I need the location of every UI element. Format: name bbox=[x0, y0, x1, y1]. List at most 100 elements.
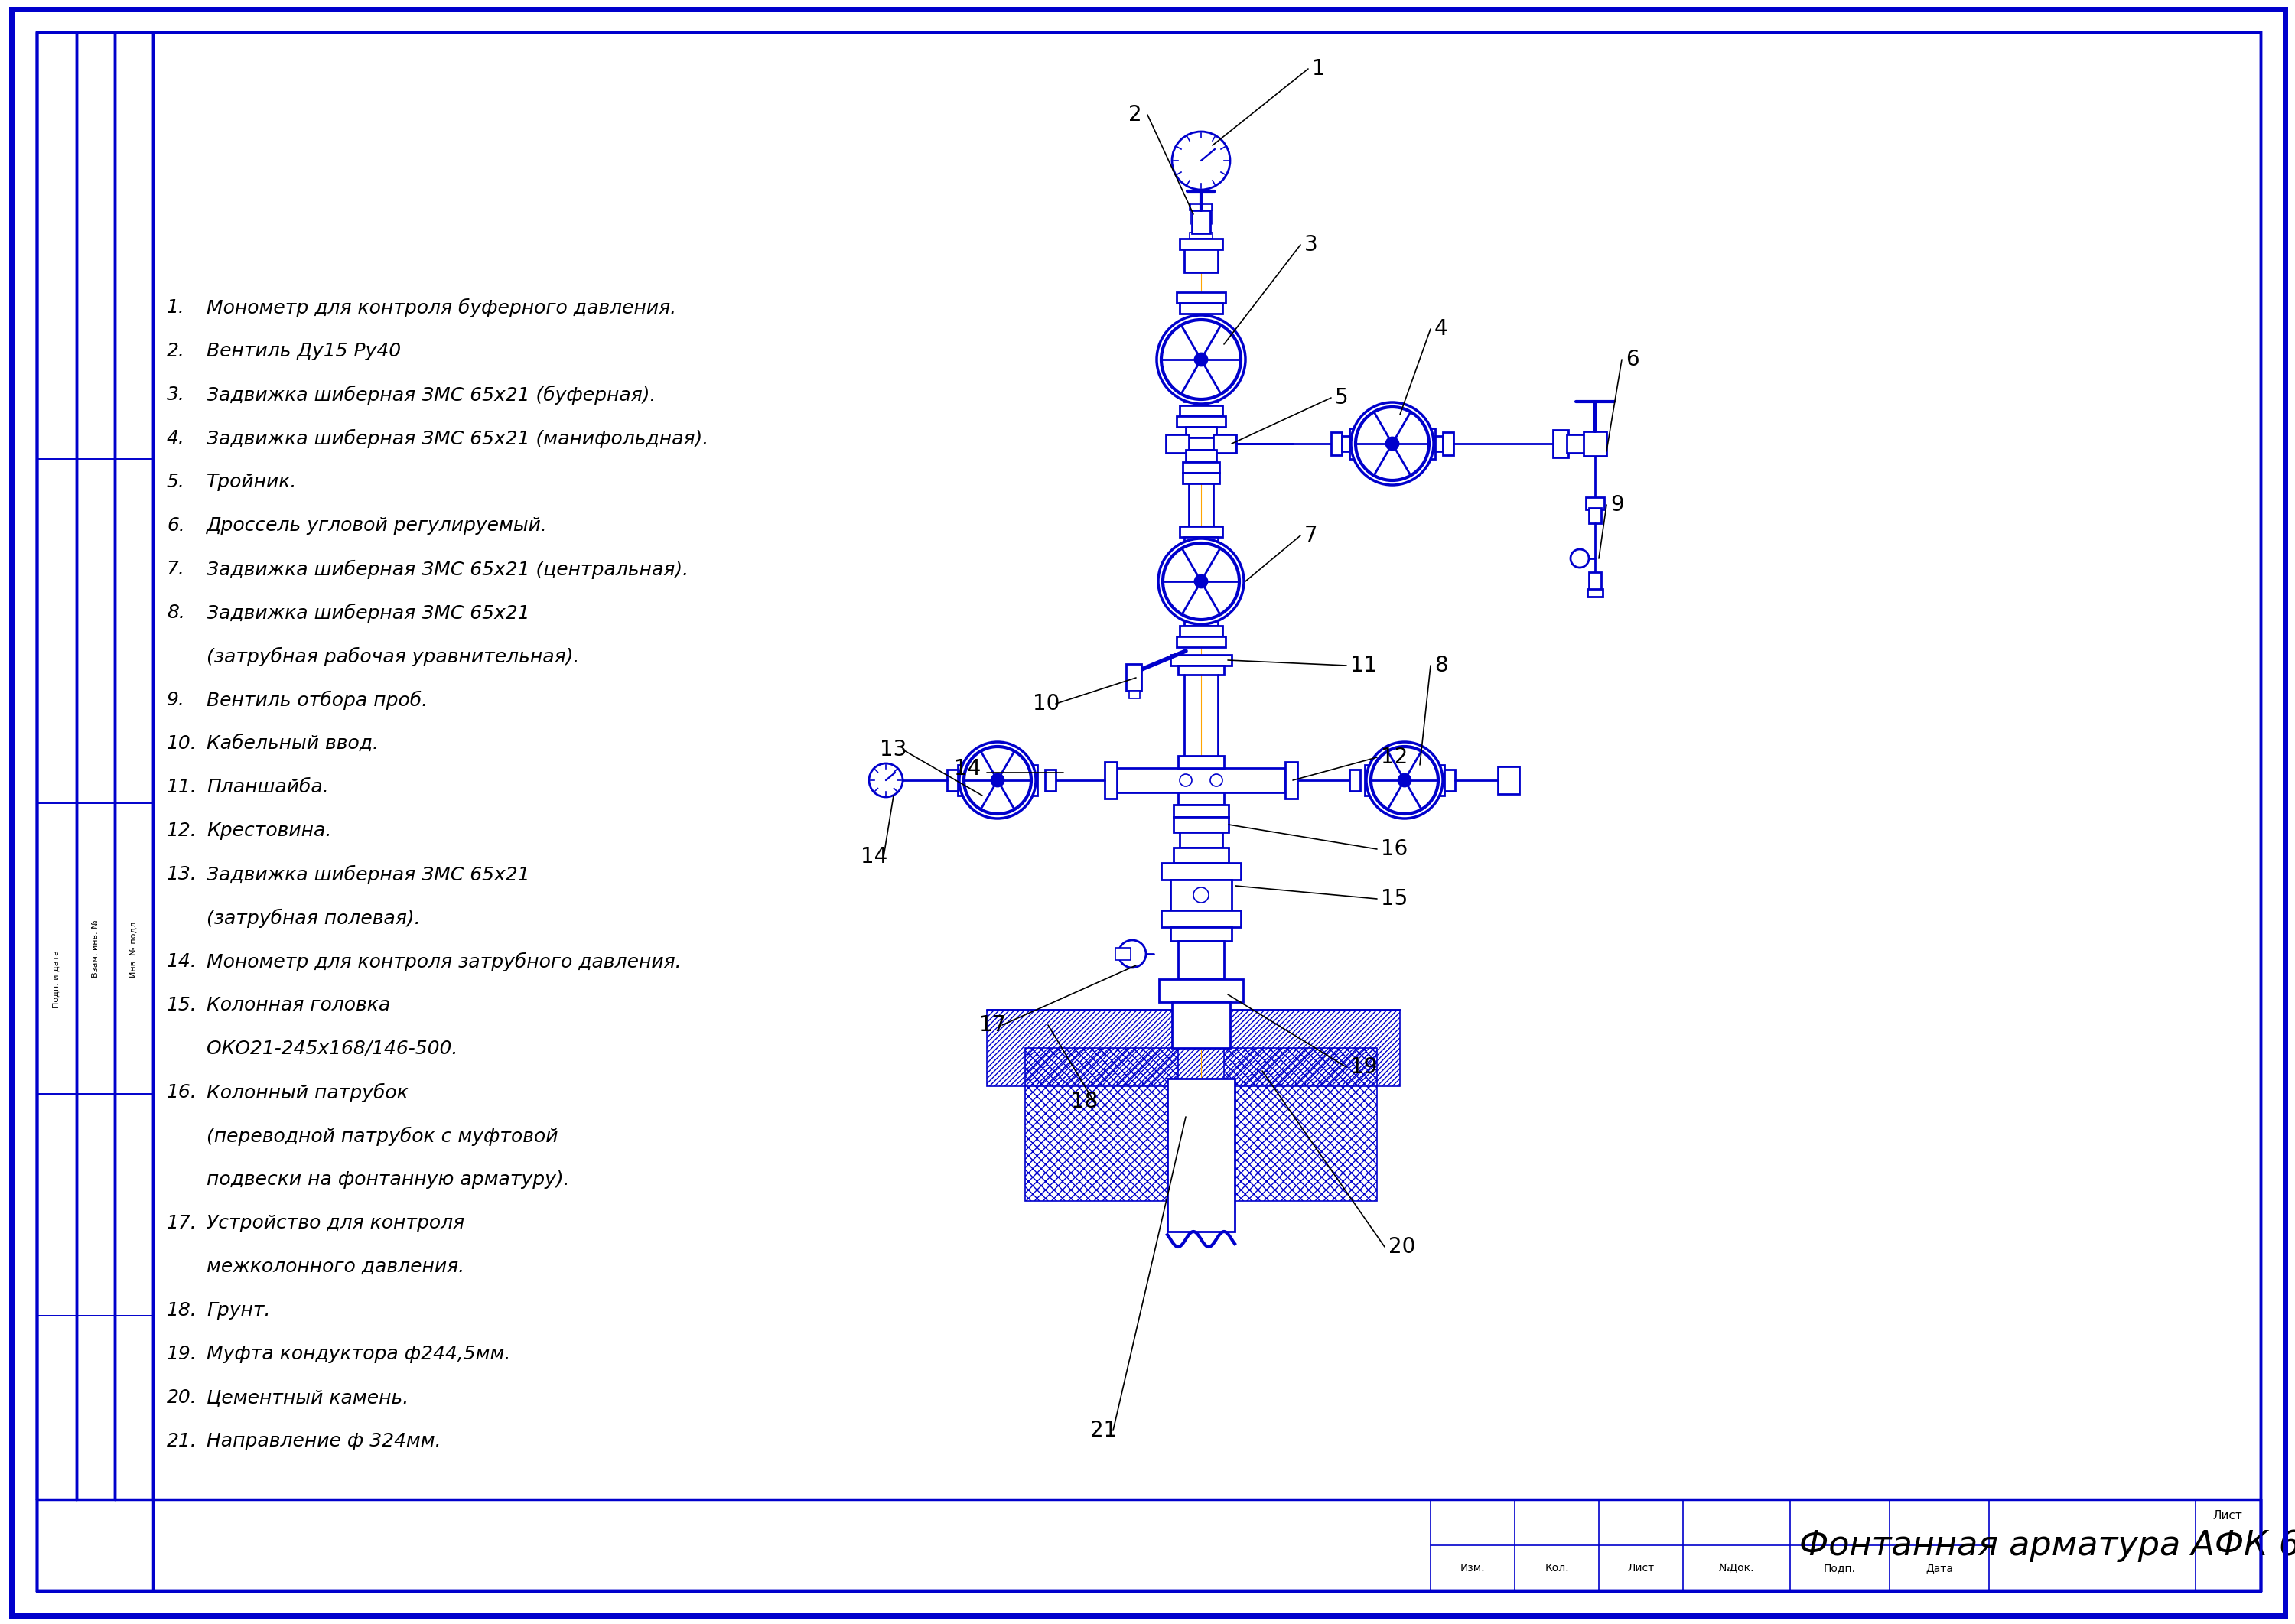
Text: Устройство для контроля: Устройство для контроля bbox=[207, 1215, 464, 1233]
Bar bbox=[1349, 770, 1361, 791]
Bar bbox=[1115, 948, 1131, 960]
Bar bbox=[1168, 1078, 1235, 1231]
Bar bbox=[1170, 927, 1232, 940]
Text: Направление ф 324мм.: Направление ф 324мм. bbox=[207, 1432, 441, 1450]
Circle shape bbox=[991, 775, 1003, 786]
Circle shape bbox=[1157, 315, 1246, 404]
Circle shape bbox=[1209, 775, 1223, 786]
Text: Вентиль отбора проб.: Вентиль отбора проб. bbox=[207, 690, 427, 710]
Text: (затрубная полевая).: (затрубная полевая). bbox=[207, 909, 420, 927]
Text: Подп.: Подп. bbox=[1825, 1562, 1857, 1574]
Bar bbox=[1166, 435, 1189, 453]
Bar bbox=[1104, 762, 1118, 799]
Bar bbox=[1170, 880, 1232, 911]
Text: 2.: 2. bbox=[168, 343, 186, 361]
Bar bbox=[1180, 239, 1223, 250]
Bar bbox=[1584, 432, 1606, 456]
Bar bbox=[1177, 292, 1226, 304]
Bar bbox=[1180, 304, 1223, 313]
Text: Фонтанная арматура АФК 65х21: Фонтанная арматура АФК 65х21 bbox=[1799, 1528, 2295, 1562]
Bar bbox=[1189, 232, 1212, 239]
Bar bbox=[1180, 526, 1223, 538]
Bar bbox=[1173, 806, 1228, 817]
Text: 5: 5 bbox=[1336, 387, 1349, 409]
Text: (переводной патрубок с муфтовой: (переводной патрубок с муфтовой bbox=[207, 1127, 558, 1147]
Bar bbox=[1177, 637, 1226, 646]
Text: Лист: Лист bbox=[2212, 1510, 2242, 1522]
Circle shape bbox=[1193, 887, 1209, 903]
Bar bbox=[1182, 463, 1219, 473]
Text: 20: 20 bbox=[1388, 1236, 1416, 1257]
Circle shape bbox=[1196, 354, 1207, 365]
Text: Грунт.: Грунт. bbox=[207, 1301, 271, 1320]
Text: 9.: 9. bbox=[168, 690, 186, 710]
Circle shape bbox=[1196, 575, 1207, 588]
Text: 5.: 5. bbox=[168, 473, 186, 490]
Text: 17: 17 bbox=[980, 1015, 1005, 1036]
Bar bbox=[1554, 430, 1567, 458]
Text: 10: 10 bbox=[1033, 693, 1060, 715]
Text: Колонная головка: Колонная головка bbox=[207, 996, 390, 1015]
Text: 20.: 20. bbox=[168, 1389, 197, 1406]
Text: 3.: 3. bbox=[168, 385, 186, 404]
Text: 1.: 1. bbox=[168, 299, 186, 317]
Bar bbox=[1586, 497, 1604, 510]
Text: Кабельный ввод.: Кабельный ввод. bbox=[207, 734, 379, 752]
Circle shape bbox=[959, 742, 1035, 818]
Bar bbox=[1127, 664, 1141, 690]
Bar bbox=[1331, 432, 1343, 455]
Bar bbox=[1129, 690, 1141, 698]
Bar bbox=[1343, 435, 1349, 451]
Bar bbox=[1187, 450, 1216, 463]
Bar bbox=[1184, 317, 1219, 401]
Text: межколонного давления.: межколонного давления. bbox=[207, 1257, 464, 1276]
Text: 12.: 12. bbox=[168, 822, 197, 840]
Bar bbox=[1161, 911, 1242, 927]
Text: 14.: 14. bbox=[168, 952, 197, 971]
Circle shape bbox=[1398, 775, 1411, 786]
Circle shape bbox=[1386, 437, 1398, 450]
Bar bbox=[1159, 979, 1244, 1002]
Text: 9: 9 bbox=[1611, 494, 1625, 515]
Circle shape bbox=[1570, 549, 1588, 568]
Text: Задвижка шиберная ЗМС 65х21: Задвижка шиберная ЗМС 65х21 bbox=[207, 604, 530, 622]
Text: 6.: 6. bbox=[168, 516, 186, 534]
Text: 4: 4 bbox=[1434, 318, 1448, 339]
Bar bbox=[1588, 508, 1602, 523]
Bar bbox=[1173, 848, 1228, 862]
Bar bbox=[1184, 538, 1219, 625]
Bar bbox=[1285, 762, 1297, 799]
Text: Задвижка шиберная ЗМС 65х21: Задвижка шиберная ЗМС 65х21 bbox=[207, 866, 530, 885]
Text: 13: 13 bbox=[879, 739, 907, 760]
Bar bbox=[1170, 654, 1232, 666]
Circle shape bbox=[1159, 539, 1244, 624]
Bar bbox=[1177, 940, 1223, 979]
Text: Инв. № подл.: Инв. № подл. bbox=[131, 919, 138, 978]
Text: 3: 3 bbox=[1304, 234, 1317, 255]
Bar bbox=[1044, 770, 1056, 791]
Bar bbox=[1118, 768, 1285, 793]
Bar bbox=[1567, 435, 1586, 453]
Bar bbox=[1177, 416, 1226, 427]
Text: Муфта кондуктора ф244,5мм.: Муфта кондуктора ф244,5мм. bbox=[207, 1345, 509, 1363]
Text: Изм.: Изм. bbox=[1460, 1562, 1485, 1574]
Circle shape bbox=[1118, 940, 1145, 968]
Text: Дроссель угловой регулируемый.: Дроссель угловой регулируемый. bbox=[207, 516, 549, 534]
Text: 11: 11 bbox=[1349, 654, 1377, 676]
Bar bbox=[1189, 205, 1212, 211]
Text: Вентиль Ду15 Ру40: Вентиль Ду15 Ру40 bbox=[207, 343, 402, 361]
Text: подвески на фонтанную арматуру).: подвески на фонтанную арматуру). bbox=[207, 1171, 569, 1189]
Text: 18.: 18. bbox=[168, 1301, 197, 1320]
Bar bbox=[1177, 793, 1223, 806]
Text: 14: 14 bbox=[861, 846, 888, 867]
Text: 18: 18 bbox=[1072, 1091, 1097, 1112]
Text: 6: 6 bbox=[1625, 349, 1639, 370]
Text: 19.: 19. bbox=[168, 1345, 197, 1363]
Bar bbox=[1349, 429, 1434, 460]
Text: 19: 19 bbox=[1349, 1056, 1377, 1078]
Text: 17.: 17. bbox=[168, 1215, 197, 1233]
Bar bbox=[1223, 1047, 1377, 1202]
Text: Цементный камень.: Цементный камень. bbox=[207, 1389, 409, 1406]
Bar bbox=[987, 1010, 1400, 1086]
Text: Лист: Лист bbox=[1627, 1562, 1655, 1574]
